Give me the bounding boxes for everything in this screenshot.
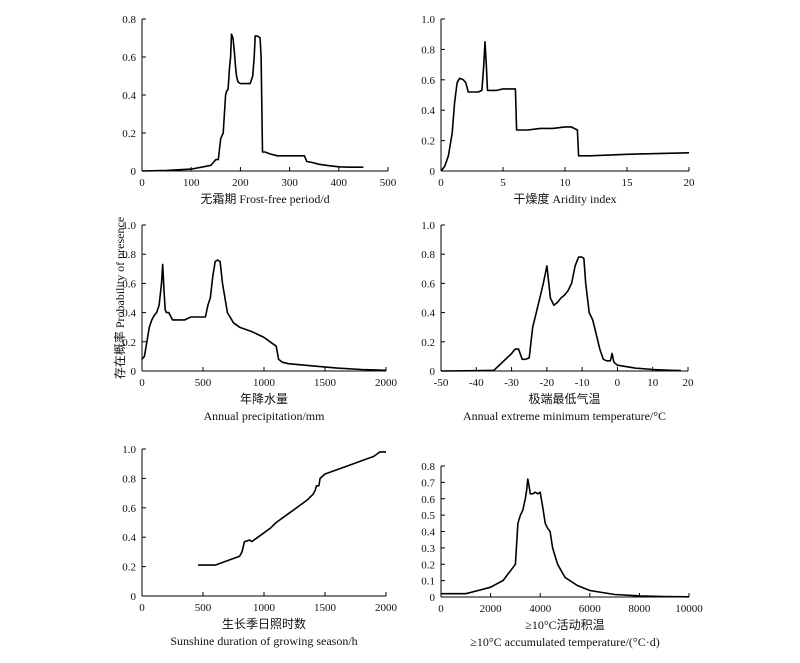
y-tick-label: 0.6 <box>421 494 435 506</box>
y-tick-label: 0.5 <box>421 510 435 522</box>
x-axis-label: 生长季日照时数 <box>222 616 306 631</box>
x-tick-label: 0 <box>139 602 145 614</box>
y-tick-label: 0.6 <box>421 278 435 290</box>
y-tick-label: 0.2 <box>122 337 136 349</box>
y-tick-label: 0 <box>131 166 137 178</box>
shared-y-axis-label: 存在概率 Probability of presence <box>112 217 127 379</box>
chart-panel-6: 0 2000 4000 6000 8000 10000 0 0.1 0.2 0.3 0.4 0.5 0.… <box>421 461 703 649</box>
x-tick-label: 5 <box>500 177 506 189</box>
response-curve-line <box>441 478 690 598</box>
y-tick-label: 0 <box>131 366 137 378</box>
y-tick-label: 0.3 <box>421 543 435 555</box>
x-tick-label: -40 <box>469 377 484 389</box>
y-tick-label: 0.8 <box>122 473 136 485</box>
x-tick-label: 100 <box>183 177 200 189</box>
x-tick-label: -30 <box>504 377 519 389</box>
x-tick-label: 2000 <box>480 603 503 615</box>
y-tick-label: 0.7 <box>421 477 435 489</box>
y-tick-label: 0.4 <box>421 308 435 320</box>
x-tick-label: 4000 <box>529 603 552 615</box>
x-tick-label: 0 <box>139 177 145 189</box>
y-tick-label: 0.1 <box>421 576 435 588</box>
y-tick-label: 0.6 <box>122 503 136 515</box>
x-tick-label: 0 <box>139 377 145 389</box>
x-axis-label: ≥10°C活动积温 <box>525 618 604 632</box>
x-tick-label: 0 <box>615 377 621 389</box>
y-tick-label: 0.8 <box>122 249 136 261</box>
y-tick-label: 1.0 <box>122 444 136 456</box>
y-tick-label: 0.6 <box>122 52 136 64</box>
x-axis-label: 极端最低气温 <box>528 391 600 406</box>
y-tick-label: 0.8 <box>421 461 435 473</box>
y-tick-label: 0.4 <box>421 527 435 539</box>
x-tick-label: -10 <box>575 377 590 389</box>
y-tick-label: 0.2 <box>421 136 435 148</box>
y-tick-label: 0 <box>430 366 436 378</box>
x-axis-label-english: Annual precipitation/mm <box>204 409 326 423</box>
x-axis-label-english: Sunshine duration of growing season/h <box>170 634 357 648</box>
x-tick-label: 8000 <box>628 603 651 615</box>
y-tick-label: 0.4 <box>122 90 136 102</box>
chart-panel-4: -50 -40 -30 -20 -10 0 10 20 0 0.2 0.4 0.6 0.8 1.0 极端最低… <box>421 220 694 423</box>
x-tick-label: 500 <box>195 602 212 614</box>
response-curve-line <box>198 451 386 566</box>
x-tick-label: 10 <box>647 377 659 389</box>
y-tick-label: 0.8 <box>421 249 435 261</box>
x-tick-label: 1000 <box>253 602 276 614</box>
y-tick-label: 0.2 <box>421 337 435 349</box>
y-tick-label: 0.2 <box>421 559 435 571</box>
x-tick-label: 500 <box>380 177 397 189</box>
x-tick-label: 200 <box>232 177 249 189</box>
x-tick-label: 10 <box>560 177 572 189</box>
x-tick-label: 6000 <box>579 603 602 615</box>
y-tick-label: 0 <box>430 592 436 604</box>
chart-panel-5: 0 500 1000 1500 2000 0 0.2 0.4 0.6 0.8 1.0 生长季日照时数 S… <box>122 444 397 648</box>
chart-panel-2: 0 5 10 15 20 0 0.2 0.4 0.6 0.8 1.0 干燥度 Aridity inde… <box>421 14 695 206</box>
x-tick-label: 20 <box>684 177 696 189</box>
y-tick-label: 0.2 <box>122 128 136 140</box>
x-axis-label: 无霜期 Frost-free period/d <box>200 192 329 206</box>
x-tick-label: 500 <box>195 377 212 389</box>
x-axis-label-english: ≥10°C accumulated temperature/(°C·d) <box>470 635 659 649</box>
y-tick-label: 0 <box>131 591 137 603</box>
x-tick-label: 1500 <box>314 602 337 614</box>
response-curve-line <box>440 256 681 372</box>
x-tick-label: 20 <box>683 377 695 389</box>
x-tick-label: 0 <box>438 177 444 189</box>
y-tick-label: 0.4 <box>421 105 435 117</box>
x-tick-label: 2000 <box>375 377 398 389</box>
y-tick-label: 0.6 <box>421 75 435 87</box>
x-tick-label: 300 <box>281 177 298 189</box>
y-tick-label: 0.2 <box>122 562 136 574</box>
y-tick-label: 0.8 <box>122 14 136 26</box>
x-tick-label: 0 <box>438 603 444 615</box>
x-tick-label: -50 <box>434 377 449 389</box>
x-tick-label: 10000 <box>675 603 703 615</box>
x-tick-label: 1000 <box>253 377 276 389</box>
y-tick-label: 1.0 <box>122 220 136 232</box>
response-curve-line <box>440 40 690 172</box>
x-tick-label: 400 <box>331 177 348 189</box>
chart-panel-1: 0 100 200 300 400 500 0 0.2 0.4 0.6 0.8 无霜期 Frost-f… <box>122 14 397 206</box>
x-axis-label: 干燥度 Aridity index <box>513 191 616 206</box>
y-tick-label: 1.0 <box>421 14 435 26</box>
x-tick-label: -20 <box>540 377 555 389</box>
response-curve-line <box>141 33 364 172</box>
y-tick-label: 0.8 <box>421 44 435 56</box>
response-curve-line <box>141 259 387 372</box>
x-tick-label: 1500 <box>314 377 337 389</box>
y-tick-label: 1.0 <box>421 220 435 232</box>
y-tick-label: 0.6 <box>122 278 136 290</box>
x-tick-label: 15 <box>622 177 634 189</box>
y-tick-label: 0.4 <box>122 308 136 320</box>
x-axis-label: 年降水量 <box>240 392 288 406</box>
x-tick-label: 2000 <box>375 602 398 614</box>
y-tick-label: 0.4 <box>122 532 136 544</box>
x-axis-label-english: Annual extreme minimum temperature/°C <box>463 409 666 423</box>
chart-panel-3: 0 500 1000 1500 2000 0 0.2 0.4 0.6 0.8 1.0 年降水量 Annu… <box>122 220 397 423</box>
y-tick-label: 0 <box>430 166 436 178</box>
